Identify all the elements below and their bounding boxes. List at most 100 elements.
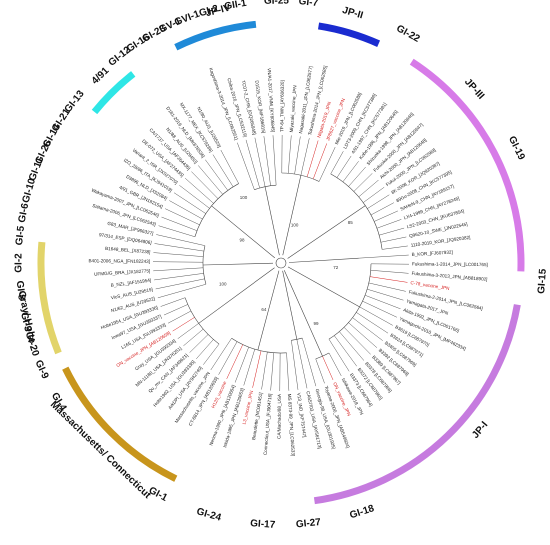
clade-label: JP-I (470, 419, 490, 440)
leaf-label: Miyazaki_vaccine_JPN (289, 85, 298, 132)
branch (288, 206, 366, 259)
leaf-branch (367, 289, 403, 300)
leaf-branch (178, 323, 199, 338)
clade-label: JP-II (341, 5, 365, 21)
leaf-branch (262, 352, 268, 390)
clade-label: GVI-1 (173, 9, 202, 29)
leaf-branch (185, 178, 213, 203)
leaf-label: Beaudette_[NC001451] (251, 392, 263, 440)
clade-label: GI-20 (23, 330, 41, 358)
leaf-branch (162, 217, 197, 231)
clade-label: GI-22 (394, 23, 422, 45)
leaf-branch (190, 334, 209, 352)
leaf-branch (253, 351, 261, 388)
leaf-branch (174, 193, 206, 214)
leaf-label: VN/A1-2017_VNM_[KY805845] (267, 68, 276, 133)
branch (289, 258, 359, 262)
leaf-label: Saitama-2006_JPN_[LC062543] (92, 203, 157, 227)
leaf-branch (382, 246, 408, 249)
clade-label: GI-6 (17, 202, 32, 224)
leaf-branch (369, 283, 406, 291)
branch (283, 175, 301, 255)
leaf-label: TP-64_TWN_[AY606320] (279, 80, 284, 132)
leaf-branch (227, 344, 243, 378)
leaf-branch (353, 318, 383, 341)
leaf-branch (344, 327, 371, 354)
leaf-label: B_NZL_[AF151954] (111, 278, 152, 288)
leaf-branch (153, 268, 203, 271)
leaf-branch (255, 138, 265, 187)
support-value: 64 (261, 307, 267, 312)
leaf-label: C-78_vaccine_JPN (410, 280, 450, 291)
leaf-branch (196, 339, 213, 358)
leaf-branch (356, 312, 388, 333)
leaf-branch (291, 340, 298, 390)
leaf-branch (359, 255, 409, 258)
leaf-branch (153, 253, 203, 257)
leaf-branch (165, 209, 199, 225)
leaf-branch (313, 143, 327, 178)
leaf-branch (307, 141, 318, 177)
clade-label: GI-9 (33, 358, 51, 381)
leaf-branch (371, 270, 409, 273)
leaf-branch (288, 135, 291, 173)
leaf-branch (370, 277, 408, 283)
clade-label: GI-15 (536, 268, 549, 294)
leaf-branch (158, 284, 206, 298)
clade-arc (319, 26, 379, 44)
leaf-branch (301, 138, 309, 175)
leaf-branch (156, 235, 205, 246)
support-value: 72 (333, 265, 339, 270)
leaf-branch (360, 307, 393, 326)
leaf-label: B401-2006_NGA_[FN182243] (88, 258, 150, 264)
leaf-branch (339, 332, 364, 361)
leaf-branch (161, 298, 185, 307)
leaf-branch (237, 143, 254, 190)
support-value: 100 (240, 195, 248, 200)
leaf-branch (191, 172, 218, 199)
leaf-branch (168, 311, 191, 323)
leaf-branch (377, 219, 401, 228)
leaf-branch (221, 150, 239, 184)
leaf-branch (295, 136, 301, 174)
clade-label: GI-7 (298, 0, 319, 9)
clade-label: GI-25 (264, 0, 290, 7)
leaf-branch (359, 180, 379, 197)
leaf-branch (381, 237, 406, 242)
clade-label: GII-1 (224, 0, 248, 12)
leaf-branch (219, 342, 238, 375)
branch (265, 187, 279, 256)
leaf-branch (153, 262, 203, 263)
leaf-branch (316, 359, 325, 383)
leaf-branch (374, 211, 398, 222)
clade-label: GI-24 (195, 506, 222, 524)
leaf-branch (354, 173, 373, 191)
branch (199, 268, 275, 324)
branch (283, 271, 297, 340)
leaf-branch (343, 161, 359, 182)
branch (203, 263, 273, 265)
leaf-branch (334, 336, 356, 367)
leaf-branch (371, 203, 394, 215)
support-value: 100 (291, 223, 299, 228)
leaf-branch (363, 187, 384, 202)
clade-label: GI-27 (295, 517, 321, 531)
support-value: 98 (240, 238, 246, 243)
leaf-branch (205, 160, 227, 191)
leaf-label: L3_vaccine_JPN (242, 390, 255, 425)
support-value: 85 (348, 220, 354, 225)
clade-label: Massachusetts/ Connecticut (48, 399, 153, 501)
leaf-label: Fukushima-2-2014_JPN_[LC062564] (408, 289, 483, 311)
leaf-branch (203, 344, 219, 365)
clade-label: GI-18 (348, 503, 376, 521)
clade-label: GI-5 (14, 225, 27, 246)
leaf-branch (271, 353, 274, 391)
clade-label: JP-III (462, 77, 486, 102)
leaf-branch (329, 339, 349, 371)
leaf-branch (213, 155, 233, 187)
leaf-branch (379, 228, 404, 235)
leaf-branch (246, 140, 260, 188)
leaf-branch (367, 195, 389, 209)
leaf-branch (322, 356, 333, 380)
